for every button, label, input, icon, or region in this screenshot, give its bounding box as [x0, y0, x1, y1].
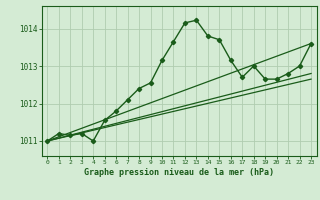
X-axis label: Graphe pression niveau de la mer (hPa): Graphe pression niveau de la mer (hPa): [84, 168, 274, 177]
